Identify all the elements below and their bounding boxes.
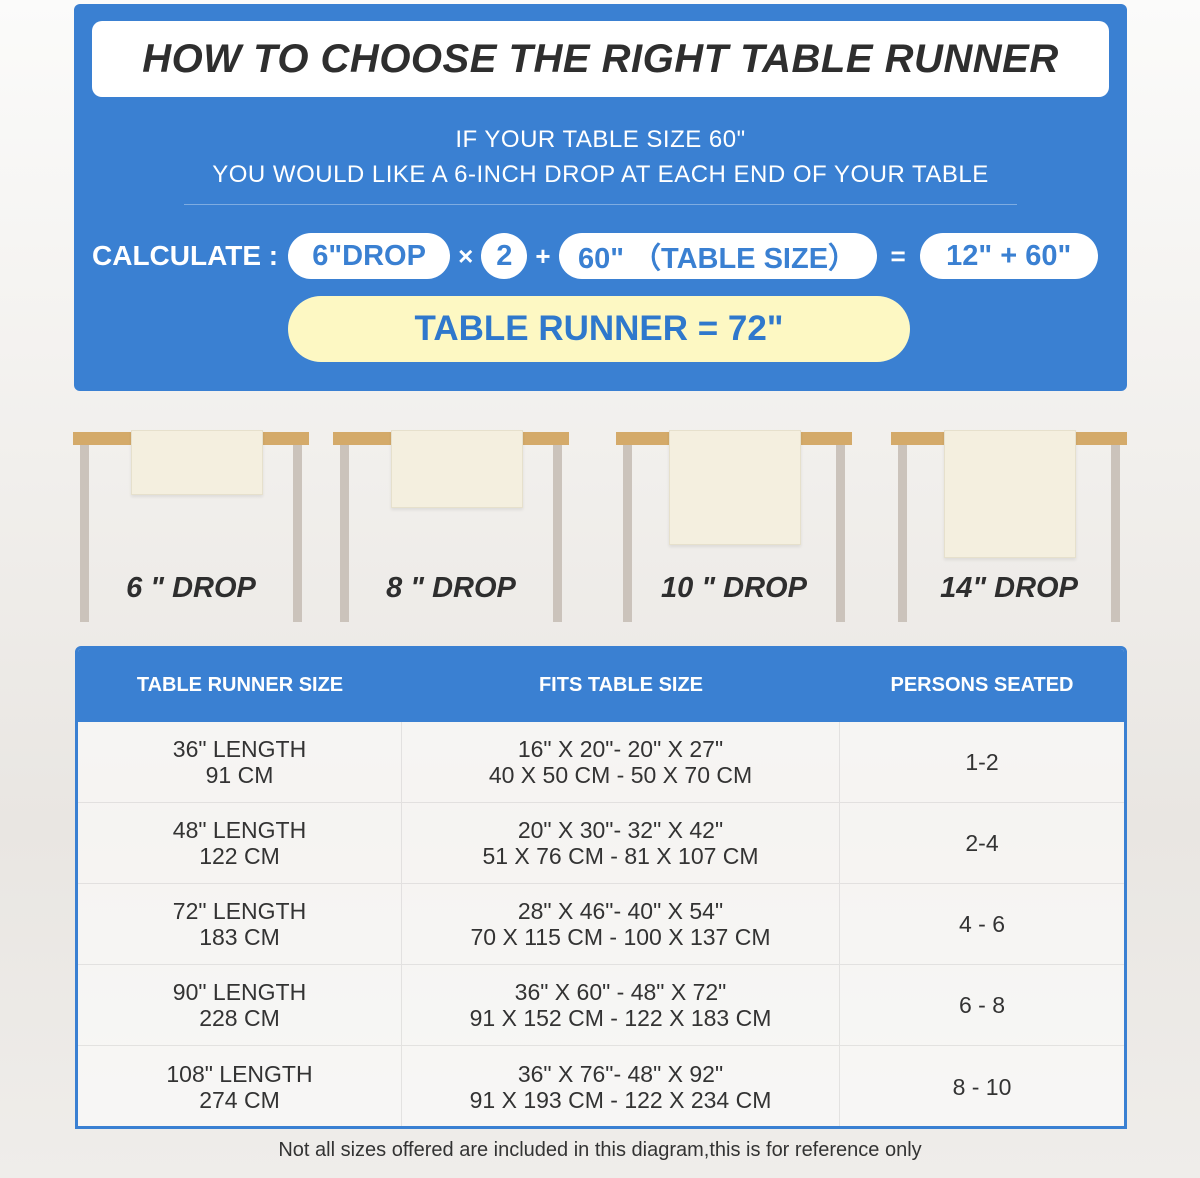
size-table: TABLE RUNNER SIZE FITS TABLE SIZE PERSON…: [75, 646, 1127, 1129]
table-header: TABLE RUNNER SIZE FITS TABLE SIZE PERSON…: [78, 649, 1124, 722]
persons-cell: 8 - 10: [840, 1046, 1124, 1126]
calculation-panel: HOW TO CHOOSE THE RIGHT TABLE RUNNER IF …: [74, 4, 1127, 391]
fits-cm: 70 X 115 CM - 100 X 137 CM: [470, 924, 771, 950]
fits-table-cell: 36" X 76"- 48" X 92" 91 X 193 CM - 122 X …: [402, 1046, 840, 1126]
fits-table-cell: 36" X 60" - 48" X 72" 91 X 152 CM - 122 X…: [402, 965, 840, 1045]
fits-cm: 91 X 193 CM - 122 X 234 CM: [469, 1086, 772, 1113]
runner-size-cell: 90" LENGTH 228 CM: [78, 965, 402, 1045]
fits-cm: 51 X 76 CM - 81 X 107 CM: [482, 843, 759, 869]
table-row: 48" LENGTH 122 CM 20" X 30"- 32" X 42" 51 …: [78, 803, 1124, 884]
table-illustration-14: 14" DROP: [891, 430, 1127, 622]
calculate-label: CALCULATE :: [92, 240, 279, 271]
length-cm: 228 CM: [199, 1005, 280, 1031]
persons-cell: 2-4: [840, 803, 1124, 883]
runner-size-cell: 72" LENGTH 183 CM: [78, 884, 402, 964]
persons-seated: 6 - 8: [958, 992, 1006, 1018]
disclaimer-note: Not all sizes offered are included in th…: [278, 1139, 922, 1161]
calculation-row: CALCULATE : 6"DROP × 2 + 60" （TABLE SIZE…: [92, 233, 1098, 279]
runner-drop: [391, 430, 523, 508]
drop-label: 14" DROP: [940, 572, 1078, 604]
fits-inches: 16" X 20"- 20" X 27": [517, 736, 724, 762]
persons-seated: 1-2: [965, 749, 999, 775]
table-leg: [80, 445, 89, 622]
length-inches: 108" LENGTH: [166, 1060, 313, 1087]
fits-cm: 91 X 152 CM - 122 X 183 CM: [469, 1005, 772, 1031]
runner-drop: [944, 430, 1076, 558]
table-illustration-10: 10 " DROP: [616, 430, 852, 622]
persons-seated: 4 - 6: [958, 911, 1006, 937]
table-row: 72" LENGTH 183 CM 28" X 46"- 40" X 54" 70 …: [78, 884, 1124, 965]
drop-label: 6 " DROP: [126, 572, 256, 604]
persons-cell: 6 - 8: [840, 965, 1124, 1045]
subtitle-line-2: YOU WOULD LIKE A 6-INCH DROP AT EACH END…: [212, 161, 989, 188]
table-illustration-8: 8 " DROP: [333, 430, 569, 622]
table-leg: [553, 445, 562, 622]
fits-inches: 36" X 60" - 48" X 72": [514, 979, 727, 1005]
fits-table-cell: 20" X 30"- 32" X 42" 51 X 76 CM - 81 X 10…: [402, 803, 840, 883]
length-cm: 122 CM: [199, 843, 280, 869]
multiplier-pill: 2: [481, 233, 528, 279]
fits-inches: 20" X 30"- 32" X 42": [517, 817, 724, 843]
runner-drop: [131, 430, 263, 495]
table-leg: [898, 445, 907, 622]
persons-cell: 1-2: [840, 722, 1124, 802]
plus-sign: +: [535, 240, 551, 271]
persons-seated: 2-4: [965, 830, 999, 856]
table-row: 90" LENGTH 228 CM 36" X 60" - 48" X 72" 91…: [78, 965, 1124, 1046]
table-leg: [836, 445, 845, 622]
title-box: HOW TO CHOOSE THE RIGHT TABLE RUNNER: [92, 21, 1109, 97]
fits-inches: 28" X 46"- 40" X 54": [517, 898, 724, 924]
fits-inches: 36" X 76"- 48" X 92": [517, 1060, 724, 1087]
length-inches: 36" LENGTH: [172, 736, 307, 762]
length-inches: 72" LENGTH: [172, 898, 307, 924]
fits-table-cell: 28" X 46"- 40" X 54" 70 X 115 CM - 100 X …: [402, 884, 840, 964]
length-inches: 90" LENGTH: [172, 979, 307, 1005]
drop-label: 10 " DROP: [661, 572, 807, 604]
page-title: HOW TO CHOOSE THE RIGHT TABLE RUNNER: [142, 36, 1059, 81]
divider: [184, 204, 1017, 205]
table-leg: [293, 445, 302, 622]
runner-size-cell: 48" LENGTH 122 CM: [78, 803, 402, 883]
header-persons: PERSONS SEATED: [890, 674, 1074, 696]
result-pill: TABLE RUNNER = 72": [288, 296, 910, 362]
table-size-pill: 60" （TABLE SIZE）: [558, 233, 877, 279]
subtitle-line-1: IF YOUR TABLE SIZE 60": [455, 126, 746, 153]
length-cm: 274 CM: [199, 1086, 280, 1113]
runner-drop: [669, 430, 801, 545]
length-cm: 91 CM: [205, 762, 274, 788]
equals-sign: =: [890, 240, 906, 271]
runner-size-cell: 36" LENGTH 91 CM: [78, 722, 402, 802]
sum-pill: 12" + 60": [919, 233, 1098, 279]
fits-cm: 40 X 50 CM - 50 X 70 CM: [488, 762, 753, 788]
table-illustration-6: 6 " DROP: [73, 430, 309, 622]
drop-label: 8 " DROP: [386, 572, 516, 604]
persons-cell: 4 - 6: [840, 884, 1124, 964]
table-row: 108" LENGTH 274 CM 36" X 76"- 48" X 92" 91…: [78, 1046, 1124, 1126]
persons-seated: 8 - 10: [952, 1073, 1012, 1100]
length-cm: 183 CM: [199, 924, 280, 950]
drop-pill: 6"DROP: [288, 233, 451, 279]
fits-table-cell: 16" X 20"- 20" X 27" 40 X 50 CM - 50 X 70…: [402, 722, 840, 802]
length-inches: 48" LENGTH: [172, 817, 307, 843]
table-row: 36" LENGTH 91 CM 16" X 20"- 20" X 27" 40 X…: [78, 722, 1124, 803]
table-leg: [623, 445, 632, 622]
header-fits-table: FITS TABLE SIZE: [538, 674, 704, 696]
header-runner-size: TABLE RUNNER SIZE: [136, 674, 344, 696]
runner-size-cell: 108" LENGTH 274 CM: [78, 1046, 402, 1126]
times-sign: ×: [458, 240, 474, 271]
table-leg: [340, 445, 349, 622]
table-leg: [1111, 445, 1120, 622]
